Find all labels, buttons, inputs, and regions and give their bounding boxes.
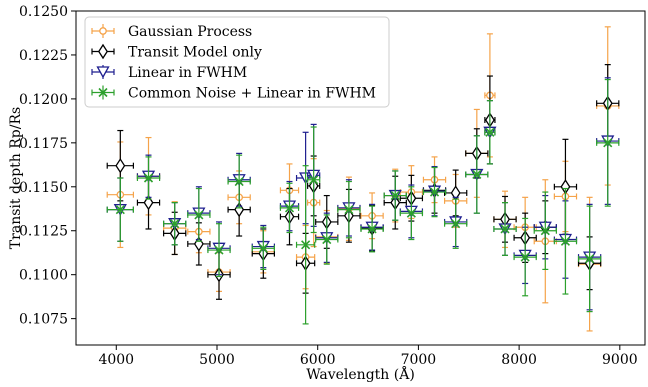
- y-axis-title: Transit depth Rp/Rs: [8, 107, 24, 249]
- legend-marker: [98, 87, 108, 98]
- data-point: [187, 187, 211, 242]
- point-marker: [603, 138, 613, 148]
- data-point: [227, 154, 251, 209]
- series-common-noise-linear-in-fwhm: [106, 78, 620, 325]
- legend-label: Transit Model only: [128, 45, 262, 61]
- point-marker: [214, 245, 224, 255]
- data-point: [596, 78, 620, 207]
- data-point: [187, 222, 211, 266]
- legend-label: Common Noise + Linear in FWHM: [128, 86, 376, 102]
- legend-marker: [96, 66, 110, 79]
- point-marker: [143, 194, 154, 211]
- data-point: [295, 165, 316, 325]
- x-tick-label: 7000: [401, 352, 437, 368]
- point-marker: [344, 205, 354, 215]
- x-tick-label: 9000: [602, 352, 638, 368]
- point-marker: [520, 252, 530, 262]
- point-marker: [301, 240, 311, 250]
- point-marker: [258, 243, 268, 253]
- data-point: [106, 177, 135, 242]
- y-tick-label: 0.1225: [19, 48, 68, 64]
- x-axis: 4000 5000 6000 7000 8000 9000: [98, 345, 638, 368]
- legend-marker: [98, 43, 108, 60]
- point-marker: [115, 205, 125, 215]
- data-point: [422, 166, 447, 218]
- point-marker: [560, 236, 571, 246]
- point-marker: [143, 173, 154, 183]
- data-point: [553, 187, 578, 295]
- legend-box: [84, 16, 390, 108]
- point-marker: [451, 219, 461, 229]
- legend-item: Gaussian Process: [91, 24, 252, 40]
- data-point: [279, 182, 300, 234]
- data-point: [399, 186, 424, 241]
- x-tick-label: 6000: [300, 352, 336, 368]
- y-tick-label: 0.1150: [19, 180, 68, 196]
- legend-label: Linear in FWHM: [128, 65, 247, 81]
- y-tick-label: 0.1125: [19, 224, 68, 240]
- point-marker: [540, 226, 550, 236]
- y-tick-label: 0.1100: [19, 268, 68, 284]
- point-marker: [429, 187, 440, 197]
- plot-frame: [75, 10, 646, 346]
- point-marker: [284, 203, 295, 213]
- point-marker: [390, 191, 400, 201]
- point-marker: [485, 127, 495, 137]
- data-point: [337, 180, 361, 239]
- y-tick-label: 0.1200: [19, 92, 68, 108]
- data-point: [163, 202, 187, 246]
- data-point: [443, 198, 468, 249]
- data-point: [533, 191, 557, 271]
- series-linear-in-fwhm: [106, 77, 620, 311]
- data-point: [307, 126, 321, 234]
- point-marker: [194, 210, 204, 220]
- point-marker: [170, 219, 180, 229]
- x-tick-label: 4000: [98, 352, 134, 368]
- data-point: [484, 100, 496, 165]
- legend-item: Linear in FWHM: [91, 65, 247, 81]
- y-axis: 0.1075 0.1100 0.1125 0.1150 0.1175 0.1200 0.12…: [19, 4, 76, 328]
- point-marker: [115, 157, 126, 174]
- data-point: [513, 217, 537, 297]
- data-point: [207, 223, 231, 278]
- data-point: [383, 170, 407, 221]
- point-marker: [585, 254, 595, 264]
- legend-item: Common Noise + Linear in FWHM: [91, 85, 376, 102]
- y-tick-label: 0.1075: [19, 312, 68, 328]
- chart-marks: [106, 26, 620, 332]
- point-marker: [322, 234, 332, 245]
- point-marker: [234, 176, 244, 187]
- x-tick-label: 8000: [501, 352, 537, 368]
- point-marker: [406, 208, 416, 218]
- legend-marker: [99, 27, 107, 35]
- data-point: [315, 214, 339, 265]
- data-point: [360, 205, 384, 253]
- legend-label: Gaussian Process: [128, 24, 252, 40]
- data-point: [577, 205, 602, 313]
- data-point: [136, 156, 161, 200]
- y-tick-label: 0.1250: [19, 4, 68, 20]
- data-point: [251, 226, 275, 271]
- legend: Gaussian Process Transit Model only Linear…: [84, 16, 390, 108]
- data-point: [465, 135, 489, 214]
- point-marker: [309, 175, 319, 185]
- point-marker: [367, 224, 377, 234]
- x-axis-title: Wavelength (Å): [306, 365, 415, 383]
- legend-item: Transit Model only: [91, 43, 262, 61]
- y-tick-label: 0.1175: [19, 136, 68, 152]
- point-marker: [472, 169, 482, 180]
- point-marker: [500, 224, 510, 234]
- data-point: [493, 202, 517, 256]
- x-tick-label: 5000: [199, 352, 235, 368]
